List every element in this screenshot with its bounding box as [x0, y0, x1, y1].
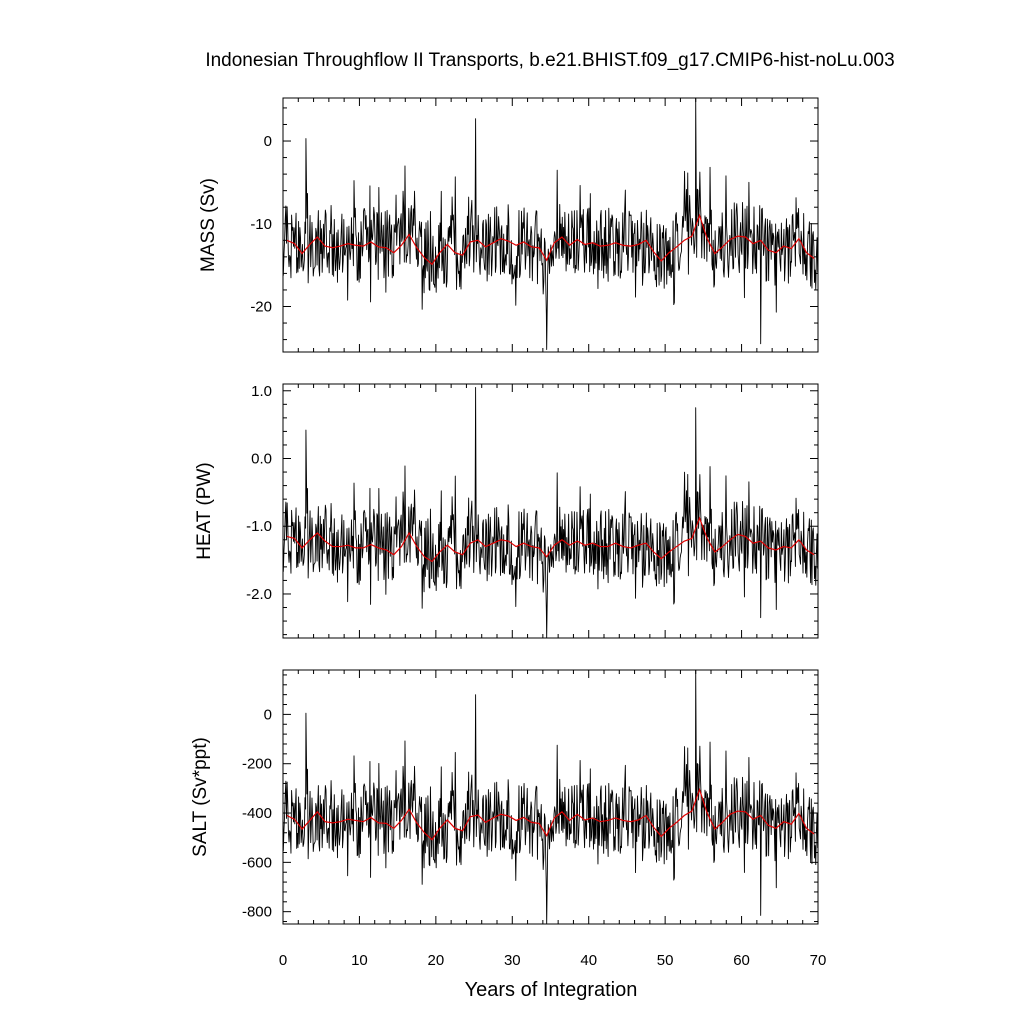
heat-annual-mean-series: [286, 516, 815, 563]
salt-y-tick-label: -200: [242, 756, 272, 773]
heat-y-tick-label: 1.0: [251, 383, 272, 400]
salt-series-layer: [282, 669, 819, 925]
salt-y-axis-label: SALT (Sv*ppt): [190, 737, 211, 857]
salt-plot-frame: [282, 669, 819, 925]
x-tick-labels: 0 10 20 30 40 50 60 70: [279, 952, 827, 969]
x-axis-label: Years of Integration: [465, 979, 638, 1001]
salt-axis-ticks: 0 -200 -400 -600 -800: [242, 670, 819, 924]
heat-y-tick-label: 0.0: [251, 451, 272, 468]
x-tick-label: 10: [351, 952, 368, 969]
panel-salt: 0 -200 -400 -600 -800 SALT (Sv*ppt): [190, 669, 819, 925]
heat-plot-frame: [282, 383, 819, 639]
mass-axis-ticks: 0 -10 -20: [250, 98, 819, 352]
mass-y-axis-label: MASS (Sv): [198, 178, 219, 272]
salt-y-tick-label: -600: [242, 854, 272, 871]
panel-heat: 1.0 0.0 -1.0 -2.0 HEAT (PW): [194, 383, 819, 639]
chart-title: Indonesian Throughflow II Transports, b.…: [205, 50, 894, 71]
mass-y-tick-label: 0: [264, 133, 272, 150]
heat-y-axis-label: HEAT (PW): [194, 462, 215, 559]
panel-mass: 0 -10 -20 MASS (Sv): [198, 97, 819, 353]
mass-annual-mean-series: [286, 213, 815, 266]
heat-y-tick-label: -2.0: [246, 586, 272, 603]
x-tick-label: 40: [580, 952, 597, 969]
salt-y-tick-label: 0: [264, 706, 272, 723]
heat-axis-ticks: 1.0 0.0 -1.0 -2.0: [246, 383, 819, 638]
mass-plot-frame: [282, 97, 819, 353]
x-tick-label: 50: [657, 952, 674, 969]
x-tick-label: 70: [810, 952, 827, 969]
salt-y-tick-label: -800: [242, 904, 272, 921]
mass-y-tick-label: -10: [250, 216, 272, 233]
x-tick-label: 30: [504, 952, 521, 969]
mass-series-layer: [282, 98, 819, 350]
salt-y-tick-label: -400: [242, 805, 272, 822]
x-tick-label: 60: [733, 952, 750, 969]
x-tick-label: 0: [279, 952, 287, 969]
heat-y-tick-label: -1.0: [246, 518, 272, 535]
heat-series-layer: [282, 386, 819, 639]
mass-y-tick-label: -20: [250, 298, 272, 315]
salt-annual-mean-series: [286, 787, 815, 841]
x-tick-label: 20: [428, 952, 445, 969]
